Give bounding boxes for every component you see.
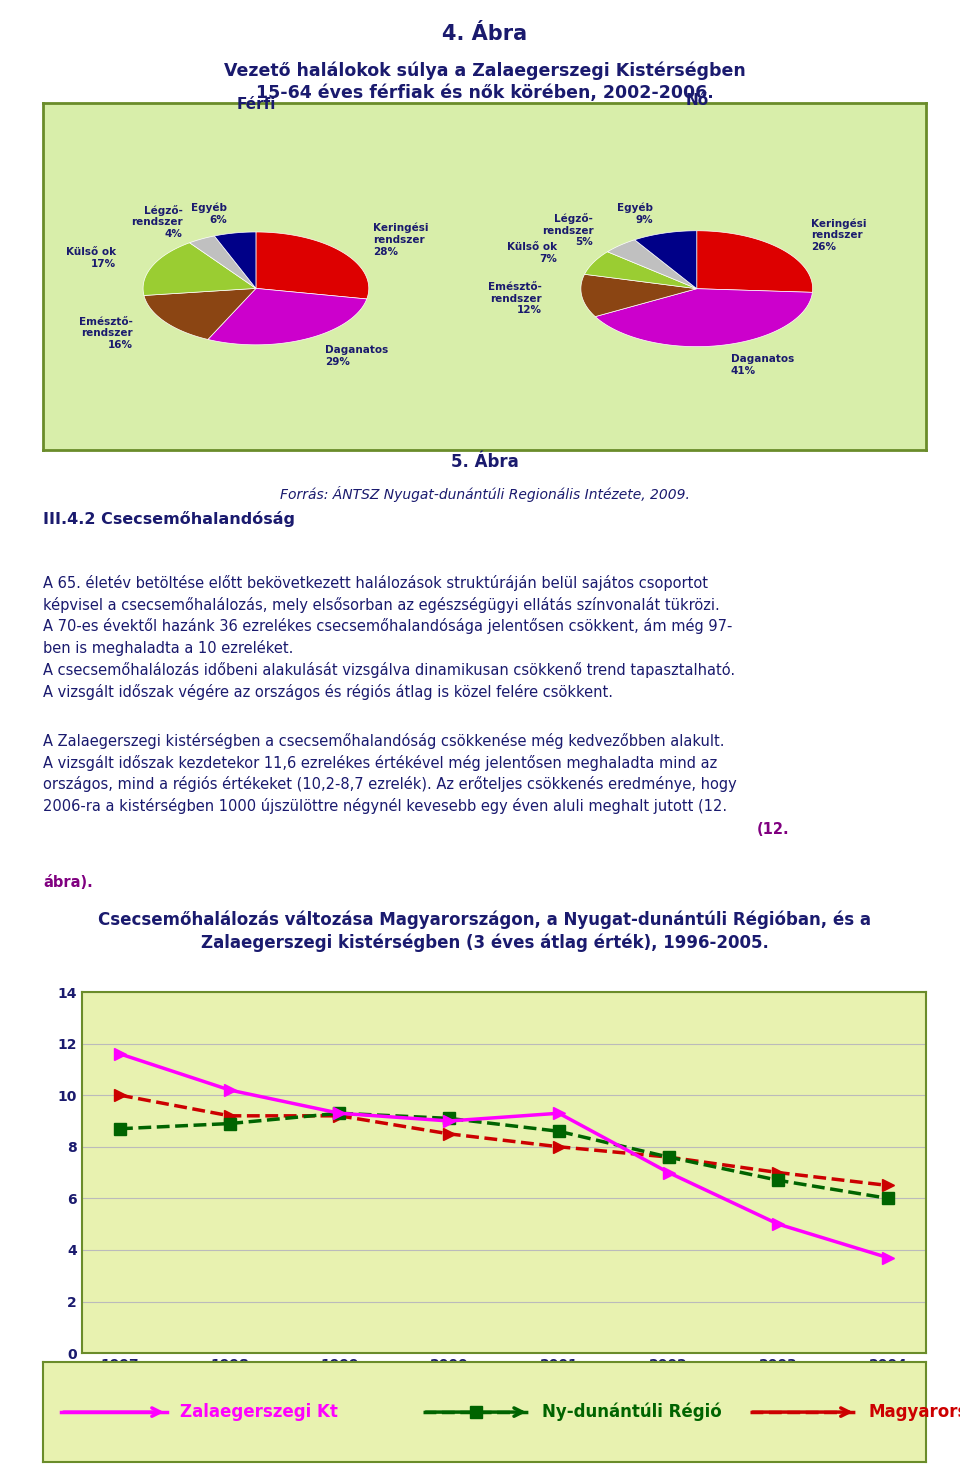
PathPatch shape [143,243,256,295]
PathPatch shape [608,240,697,289]
PathPatch shape [595,289,812,346]
Text: Ny-dunántúli Régió: Ny-dunántúli Régió [542,1403,722,1421]
Title: Férfi: Férfi [236,97,276,112]
Text: Csecsemőhalálozás változása Magyarországon, a Nyugat-dunántúli Régióban, és a
Za: Csecsemőhalálozás változása Magyarország… [98,911,872,952]
Text: Egyéb
6%: Egyéb 6% [191,202,228,224]
Text: 5. Ábra: 5. Ábra [451,453,518,470]
Text: A 65. életév betöltése előtt bekövetkezett halálozások struktúráján belül sajáto: A 65. életév betöltése előtt bekövetkeze… [43,575,735,700]
Text: Légző-
rendszer
5%: Légző- rendszer 5% [541,212,593,248]
Text: ábra).: ábra). [43,876,93,890]
Text: Keringési
rendszer
26%: Keringési rendszer 26% [811,218,866,252]
Text: Zalaegerszegi Kt: Zalaegerszegi Kt [180,1403,338,1421]
Text: 4. Ábra: 4. Ábra [443,24,527,44]
Text: Külső ok
17%: Külső ok 17% [66,248,116,268]
Text: Emésztő-
rendszer
12%: Emésztő- rendszer 12% [488,282,541,315]
Text: (12.: (12. [756,821,789,837]
Text: A Zalaegerszegi kistérségben a csecsemőhalandóság csökkenése még kedvezőbben ala: A Zalaegerszegi kistérségben a csecsemőh… [43,733,737,814]
PathPatch shape [144,289,256,339]
PathPatch shape [585,252,697,289]
Text: Légző-
rendszer
4%: Légző- rendszer 4% [131,205,182,239]
Text: Magyarország: Magyarország [869,1403,960,1421]
PathPatch shape [635,231,697,289]
PathPatch shape [190,236,256,289]
PathPatch shape [581,274,697,317]
PathPatch shape [697,231,813,292]
PathPatch shape [214,231,256,289]
Text: Emésztő-
rendszer
16%: Emésztő- rendszer 16% [79,317,132,349]
Text: Keringési
rendszer
28%: Keringési rendszer 28% [373,223,429,256]
Text: Forrás: ÁNTSZ Nyugat-dunántúli Regionális Intézete, 2009.: Forrás: ÁNTSZ Nyugat-dunántúli Regionáli… [280,486,689,503]
Text: Daganatos
41%: Daganatos 41% [731,354,794,376]
Text: Vezető halálokok súlya a Zalaegerszegi Kistérségben
15-64 éves férfiak és nők kö: Vezető halálokok súlya a Zalaegerszegi K… [224,60,746,102]
PathPatch shape [208,289,367,345]
Text: Daganatos
29%: Daganatos 29% [325,345,389,367]
Text: III.4.2 Csecsemőhalandóság: III.4.2 Csecsemőhalandóság [43,511,296,528]
Title: Nő: Nő [685,93,708,108]
Text: Külső ok
7%: Külső ok 7% [507,242,558,264]
PathPatch shape [256,231,369,299]
Text: Egyéb
9%: Egyéb 9% [617,202,653,224]
